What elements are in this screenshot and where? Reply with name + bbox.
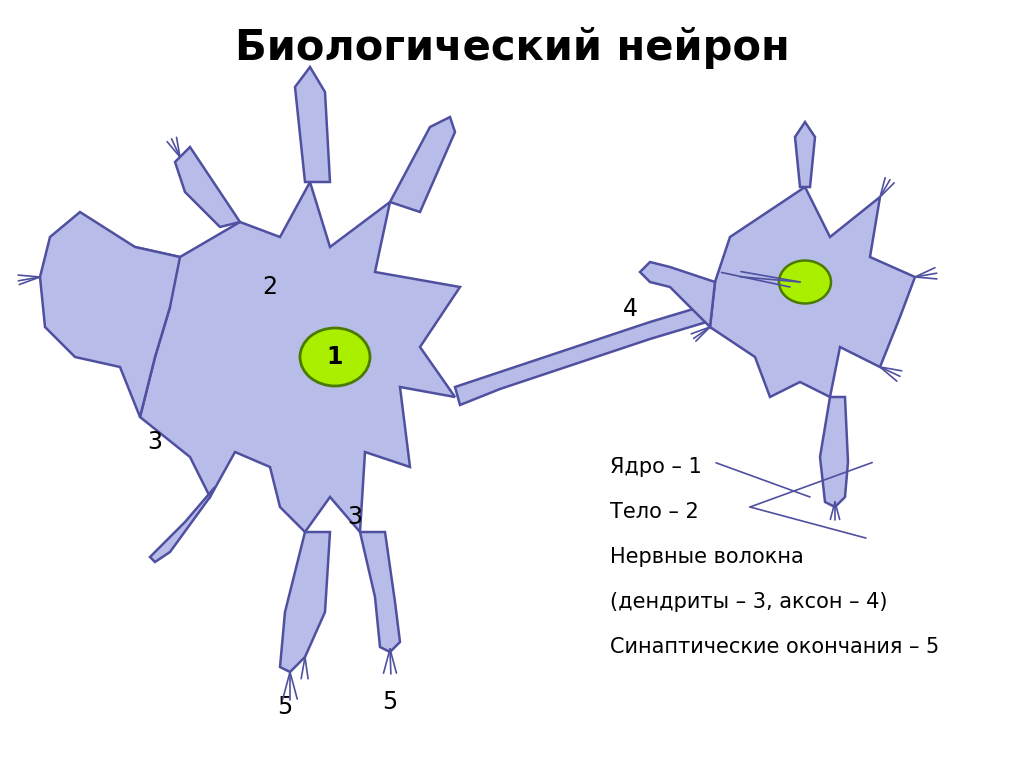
- Polygon shape: [455, 277, 805, 405]
- Text: 4: 4: [623, 297, 638, 321]
- Text: Тело – 2: Тело – 2: [610, 502, 698, 522]
- Text: 3: 3: [147, 430, 163, 454]
- Ellipse shape: [779, 261, 831, 304]
- Text: (дендриты – 3, аксон – 4): (дендриты – 3, аксон – 4): [610, 592, 888, 612]
- Text: 2: 2: [262, 275, 278, 299]
- Polygon shape: [295, 67, 330, 182]
- Polygon shape: [710, 187, 915, 397]
- Text: 5: 5: [382, 690, 397, 714]
- Polygon shape: [820, 397, 848, 507]
- Polygon shape: [280, 532, 330, 672]
- Text: Синаптические окончания – 5: Синаптические окончания – 5: [610, 637, 939, 657]
- Text: Ядро – 1: Ядро – 1: [610, 457, 701, 477]
- Polygon shape: [150, 487, 215, 562]
- Polygon shape: [390, 117, 455, 212]
- Text: 3: 3: [347, 505, 362, 529]
- Text: Биологический нейрон: Биологический нейрон: [234, 27, 790, 69]
- Text: 5: 5: [278, 695, 293, 719]
- Polygon shape: [360, 532, 400, 652]
- Polygon shape: [640, 262, 715, 327]
- Polygon shape: [135, 182, 460, 532]
- Text: Нервные волокна: Нервные волокна: [610, 547, 804, 567]
- Ellipse shape: [300, 328, 370, 386]
- Polygon shape: [40, 212, 180, 417]
- Text: 1: 1: [327, 345, 343, 369]
- Polygon shape: [795, 122, 815, 187]
- Polygon shape: [175, 147, 240, 227]
